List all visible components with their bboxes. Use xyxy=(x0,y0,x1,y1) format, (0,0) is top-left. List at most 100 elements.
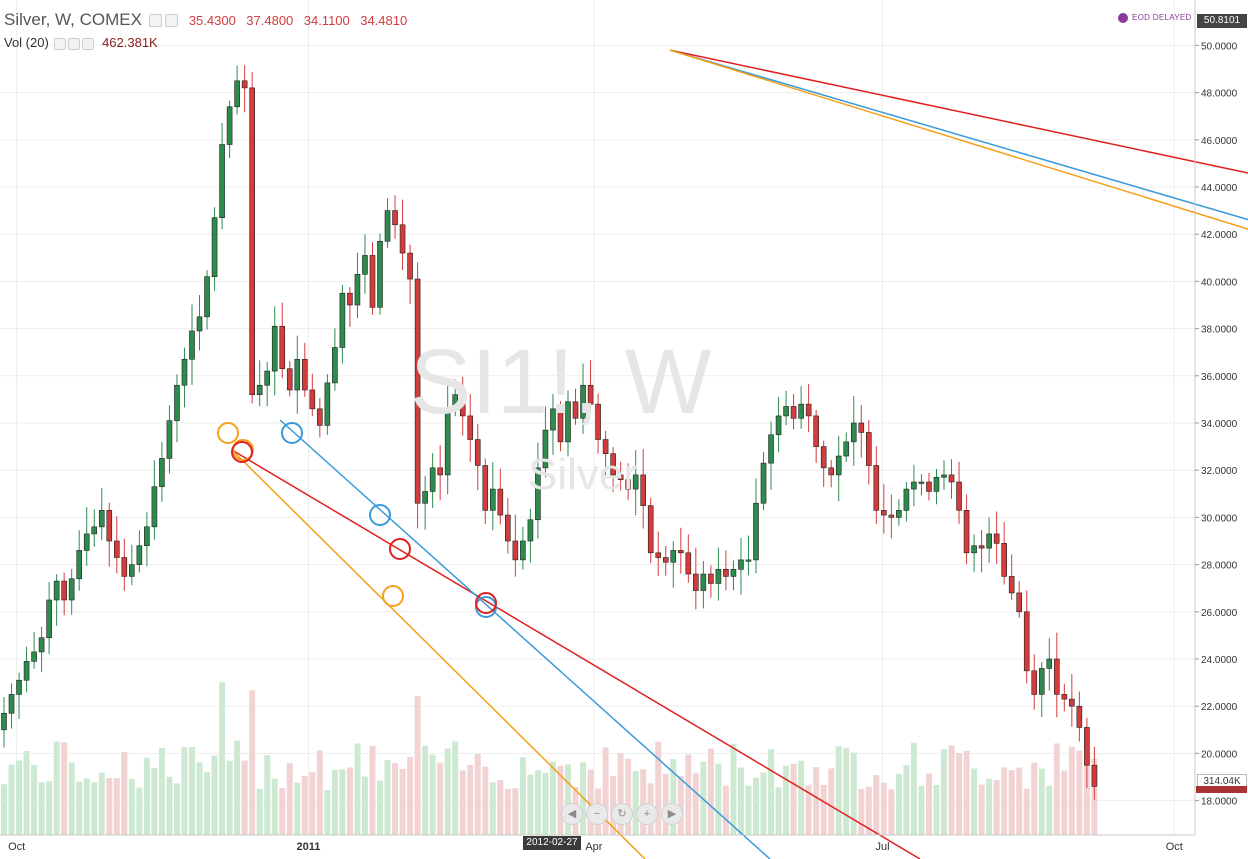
volume-bar xyxy=(452,741,459,835)
volume-bar xyxy=(256,788,263,835)
candle-body xyxy=(377,240,383,308)
volume-bar xyxy=(136,787,143,835)
volume-bar xyxy=(279,788,286,835)
candle-body xyxy=(106,510,113,542)
candle-body xyxy=(805,403,812,417)
candle-body xyxy=(587,384,594,405)
eye-icon[interactable] xyxy=(149,14,163,28)
trend-line-orange[interactable] xyxy=(669,49,1248,834)
candle-body xyxy=(241,80,248,89)
time-tick-label: Oct xyxy=(1166,841,1183,853)
trend-marker-circle xyxy=(475,592,497,614)
eod-delayed-badge[interactable]: EOD DELAYED xyxy=(1118,13,1192,23)
trend-line-red[interactable] xyxy=(669,49,1248,654)
volume-bar xyxy=(986,778,993,835)
candle-body xyxy=(896,510,902,518)
candle-body xyxy=(850,422,857,443)
candle-body xyxy=(565,401,571,443)
candle-body xyxy=(941,474,947,478)
volume-bar xyxy=(354,743,361,835)
channel-line-blue[interactable] xyxy=(279,419,771,859)
price-tick-label: 22.0000 xyxy=(1201,702,1238,713)
candle-body xyxy=(31,651,37,662)
candle-body xyxy=(1008,576,1015,594)
eye-icon[interactable] xyxy=(54,37,67,50)
volume-bar xyxy=(632,770,639,835)
time-axis[interactable]: Oct2011AprJulOct2012AprJulOct2013AprJulO… xyxy=(8,841,1248,853)
candle-body xyxy=(527,519,534,542)
candle-body xyxy=(655,552,662,558)
candle-body xyxy=(858,422,865,433)
open-value: 35.4300 xyxy=(188,13,236,28)
candle-body xyxy=(392,210,398,226)
volume-bar xyxy=(971,768,978,835)
minus-icon[interactable]: − xyxy=(586,803,608,825)
candle-body xyxy=(820,446,827,469)
candle-body xyxy=(68,578,75,601)
candle-body xyxy=(422,491,428,504)
volume-bar xyxy=(98,772,105,835)
trend-marker-circle xyxy=(389,538,411,560)
reset-icon[interactable]: ↻ xyxy=(611,803,633,825)
price-axis[interactable]: 18.0000 20.0000 22.0000 24.0000 26.0000 28.00… xyxy=(1195,41,1238,808)
candle-body xyxy=(617,474,624,480)
volume-bar xyxy=(1061,770,1068,835)
candle-body xyxy=(1069,698,1075,707)
trend-marker-circle xyxy=(217,422,239,444)
close-icon[interactable] xyxy=(82,37,95,50)
price-tick-label: 20.0000 xyxy=(1201,749,1238,760)
settings-icon[interactable] xyxy=(165,14,179,28)
volume-bar xyxy=(625,758,632,835)
symbol-title[interactable]: Silver, W, COMEX xyxy=(4,10,142,29)
candle-body xyxy=(1001,543,1007,577)
volume-bar xyxy=(1031,762,1038,835)
volume-bar xyxy=(234,740,241,835)
trend-lines[interactable] xyxy=(231,49,1248,859)
volume-bar xyxy=(835,746,842,835)
volume-bar xyxy=(196,762,203,835)
chevron-right-icon[interactable]: ▶ xyxy=(661,803,683,825)
volume-bar xyxy=(798,760,805,835)
candle-body xyxy=(286,368,293,391)
candle-body xyxy=(933,476,940,492)
candle-body xyxy=(1084,727,1090,766)
candle-body xyxy=(911,481,917,490)
volume-bar xyxy=(753,777,759,835)
volume-bar xyxy=(128,778,135,835)
trend-line-blue[interactable] xyxy=(669,49,1248,859)
plus-icon[interactable]: + xyxy=(636,803,658,825)
volume-bar xyxy=(903,765,910,835)
volume-bar xyxy=(925,773,932,835)
settings-icon[interactable] xyxy=(68,37,81,50)
volume-bar xyxy=(68,762,75,835)
volume-bar xyxy=(910,742,917,835)
volume-bar xyxy=(587,769,594,835)
volume-bar xyxy=(286,763,293,835)
candle-body xyxy=(640,474,647,506)
candle-body xyxy=(452,394,459,410)
candle-body xyxy=(482,465,489,511)
volume-bar xyxy=(106,778,113,835)
symbol-watermark: SI1!, W xyxy=(410,331,712,433)
volume-bar xyxy=(467,764,474,835)
volume-bar xyxy=(294,782,301,835)
chevron-left-icon[interactable]: ◀ xyxy=(561,803,583,825)
channel-line-red[interactable] xyxy=(231,449,921,859)
volume-bar xyxy=(978,784,985,835)
candle-body xyxy=(993,533,1000,544)
channel-line-orange[interactable] xyxy=(231,449,646,859)
volume-bar xyxy=(745,785,752,835)
volume-bar xyxy=(1016,767,1023,835)
volume-bar xyxy=(31,765,38,835)
time-tick-label: Apr xyxy=(585,841,602,853)
candle-body xyxy=(489,488,496,511)
candlestick-series xyxy=(1,65,1098,800)
candle-body xyxy=(1061,694,1068,700)
candle-body xyxy=(632,474,639,490)
volume-bar xyxy=(1038,768,1045,835)
candle-body xyxy=(978,545,985,549)
candle-body xyxy=(700,573,707,591)
candle-body xyxy=(956,481,962,511)
volume-label[interactable]: Vol (20) xyxy=(4,35,49,50)
